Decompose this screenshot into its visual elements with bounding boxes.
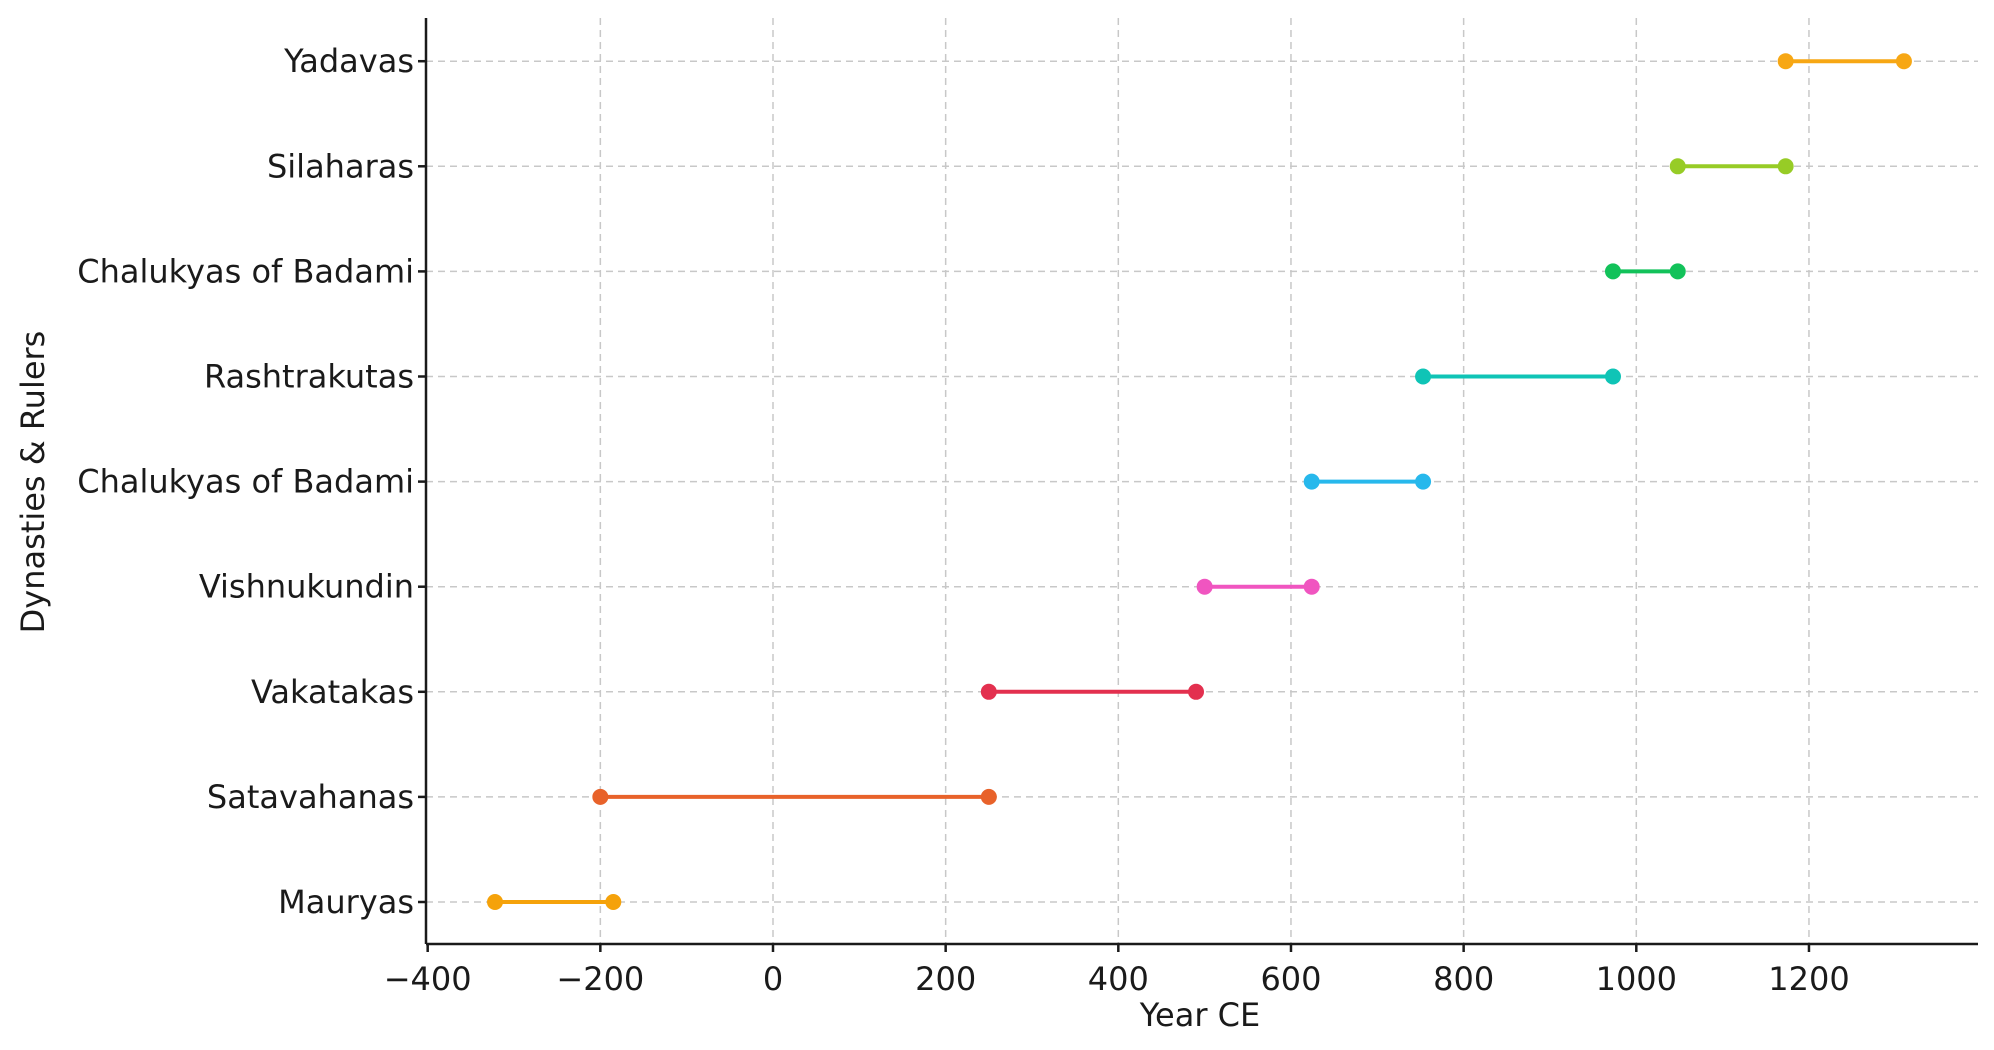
- range-end-point: [1777, 158, 1794, 175]
- category-label: Yadavas: [283, 42, 414, 80]
- ticks: −400 −200 0 200 400 600 800 1000 1200 Mauryas Sata…: [77, 42, 1849, 998]
- range-end-point: [1188, 683, 1205, 700]
- range-start-point: [487, 894, 504, 910]
- x-tick-label: 0: [763, 960, 783, 998]
- range-end-point: [605, 894, 622, 910]
- x-tick-label: 600: [1260, 960, 1321, 998]
- range-start-point: [1604, 263, 1621, 280]
- range-end-point: [1669, 263, 1686, 280]
- range-start-point: [1669, 158, 1686, 175]
- range-start-point: [1777, 53, 1794, 70]
- x-tick-label: 1000: [1596, 960, 1677, 998]
- category-label: Silaharas: [267, 147, 414, 185]
- range-end-point: [1415, 473, 1432, 490]
- category-label: Chalukyas of Badami: [77, 252, 414, 290]
- range-start-point: [1415, 368, 1432, 385]
- category-label: Vishnukundin: [199, 568, 414, 606]
- x-tick-label: 400: [1088, 960, 1149, 998]
- range-end-point: [980, 788, 997, 805]
- x-tick-label: −400: [384, 960, 472, 998]
- grid-lines: [426, 18, 1978, 944]
- x-tick-label: 1200: [1768, 960, 1849, 998]
- category-label: Rashtrakutas: [204, 358, 414, 396]
- x-tick-label: 200: [915, 960, 976, 998]
- category-label: Mauryas: [278, 883, 414, 921]
- range-start-point: [1303, 473, 1320, 490]
- category-label: Satavahanas: [207, 778, 414, 816]
- category-label: Vakatakas: [251, 673, 414, 711]
- range-end-point: [1895, 53, 1912, 70]
- category-label: Chalukyas of Badami: [77, 463, 414, 501]
- range-start-point: [592, 788, 609, 805]
- x-axis-title: Year CE: [1139, 996, 1260, 1034]
- y-axis-title: Dynasties & Rulers: [14, 331, 52, 634]
- range-end-point: [1604, 368, 1621, 385]
- range-start-point: [980, 683, 997, 700]
- series-ranges: [487, 53, 1912, 910]
- x-tick-label: −200: [556, 960, 644, 998]
- range-end-point: [1303, 578, 1320, 595]
- range-start-point: [1196, 578, 1213, 595]
- x-tick-label: 800: [1433, 960, 1494, 998]
